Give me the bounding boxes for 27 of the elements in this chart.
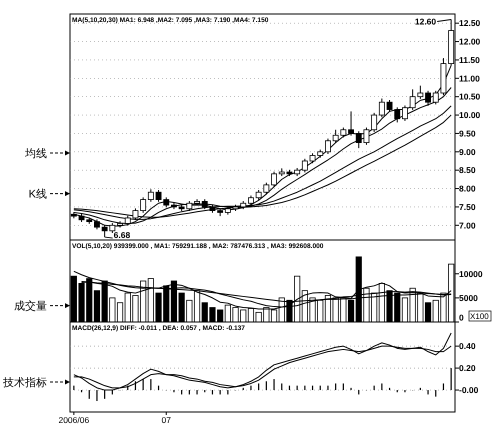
y-tick-label: 5000 bbox=[459, 292, 478, 303]
x-tick-label: 07 bbox=[162, 415, 172, 425]
y-tick-label: 9.50 bbox=[459, 128, 476, 138]
y-tick-label: 11.50 bbox=[459, 54, 480, 65]
y-tick-label: 0.40 bbox=[459, 341, 476, 352]
y-tick-label: 7.50 bbox=[459, 202, 476, 212]
y-tick-label: 10.00 bbox=[459, 110, 481, 120]
y-tick-label: 9.00 bbox=[459, 146, 476, 157]
y-tick-label: 10.50 bbox=[459, 92, 481, 102]
y-tick-label: 10000 bbox=[459, 268, 483, 279]
y-tick-label: 0 bbox=[459, 312, 464, 322]
y-tick-label: -0.00 bbox=[459, 385, 479, 396]
x-tick-label: 2006/06 bbox=[58, 415, 90, 425]
y-tick-label: 12.50 bbox=[459, 18, 481, 28]
text: 均线 bbox=[24, 146, 47, 160]
y-tick-label: 0.20 bbox=[459, 363, 476, 374]
y-tick-label: 8.50 bbox=[459, 165, 476, 176]
annotation: 6.68 bbox=[114, 230, 130, 240]
y-tick-label: 8.00 bbox=[459, 184, 476, 194]
text: X100 bbox=[470, 312, 490, 321]
text: 技术指标 bbox=[2, 376, 47, 390]
y-tick-label: 7.00 bbox=[459, 220, 476, 230]
y-tick-label: 12.00 bbox=[459, 36, 481, 47]
text: 成交量 bbox=[14, 300, 47, 313]
y-tick-label: 11.00 bbox=[459, 73, 480, 84]
text: K线 bbox=[28, 188, 47, 201]
annotation: 12.60 bbox=[414, 16, 436, 27]
